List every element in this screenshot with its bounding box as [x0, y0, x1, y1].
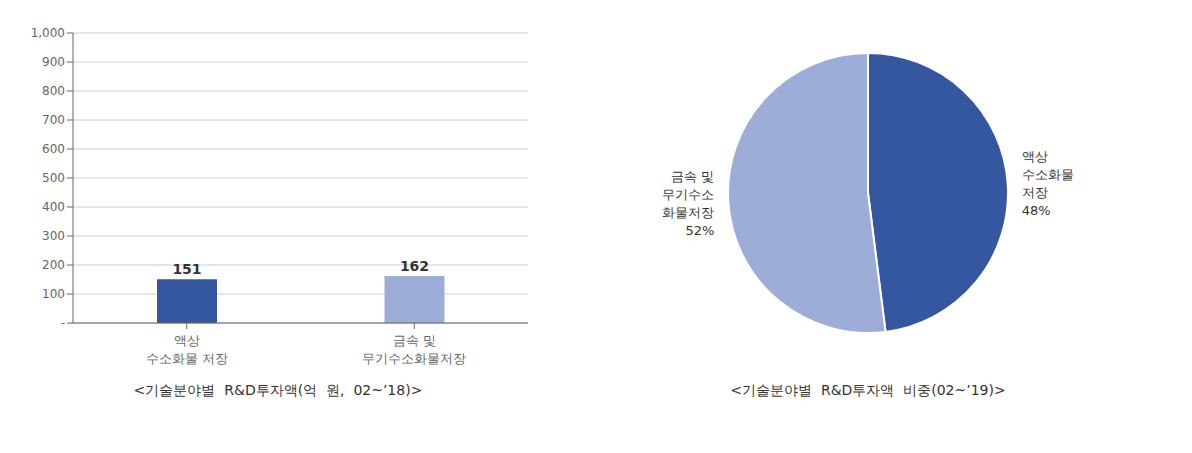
svg-text:100: 100 [42, 287, 65, 301]
svg-text:151: 151 [172, 261, 201, 277]
svg-text:800: 800 [42, 84, 65, 98]
svg-text:600: 600 [42, 142, 65, 156]
svg-text:200: 200 [42, 258, 65, 272]
svg-text:400: 400 [42, 200, 65, 214]
svg-text:1,000: 1,000 [31, 26, 65, 40]
svg-text:-: - [61, 316, 65, 330]
svg-text:162: 162 [400, 258, 429, 274]
svg-text:금속 및무기수소화물저장: 금속 및무기수소화물저장 [362, 333, 466, 366]
html-text:<기술분야별 R&D투자액 비중(02~’19)>: <기술분야별 R&D투자액 비중(02~’19)> [730, 382, 1006, 398]
svg-text:금속 및무기수소화물저장52%: 금속 및무기수소화물저장52% [662, 168, 714, 237]
svg-text:300: 300 [42, 229, 65, 243]
svg-text:700: 700 [42, 113, 65, 127]
svg-text:900: 900 [42, 55, 65, 69]
html-text:<기술분야별 R&D투자액(억 원, 02~’18)>: <기술분야별 R&D투자액(억 원, 02~’18)> [133, 382, 423, 398]
svg-text:500: 500 [42, 171, 65, 185]
svg-text:액상수소화물 저장: 액상수소화물 저장 [146, 333, 228, 366]
svg-text:액상수소화물저장48%: 액상수소화물저장48% [1022, 149, 1074, 218]
